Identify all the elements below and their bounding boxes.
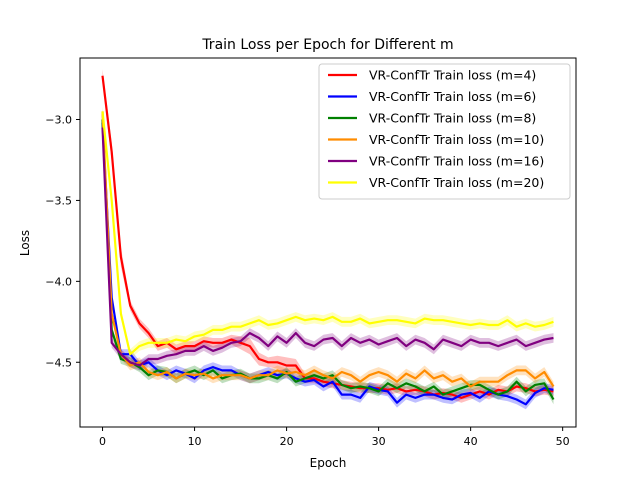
x-tick-label: 50 — [556, 435, 570, 448]
y-tick-label: −4.0 — [45, 275, 72, 288]
x-axis-label: Epoch — [310, 456, 347, 470]
x-tick-label: 30 — [372, 435, 386, 448]
series-line-2 — [101, 122, 554, 406]
y-axis-ticks: −3.0 −3.5 −4.0 −4.5 — [45, 114, 80, 369]
legend-label-5: VR-ConfTr Train loss (m=16) — [369, 154, 544, 169]
legend-label-1: VR-ConfTr Train loss (m=4) — [369, 68, 536, 83]
y-axis-label: Loss — [18, 230, 32, 256]
x-tick-label: 0 — [99, 435, 106, 448]
chart-title: Train Loss per Epoch for Different m — [201, 37, 453, 53]
legend-label-3: VR-ConfTr Train loss (m=8) — [369, 111, 536, 126]
legend-label-2: VR-ConfTr Train loss (m=6) — [369, 89, 536, 104]
y-tick-label: −3.0 — [45, 114, 72, 127]
y-tick-label: −3.5 — [45, 194, 72, 207]
y-tick-label: −4.5 — [45, 356, 72, 369]
series-line-5 — [101, 127, 554, 367]
series-line-6 — [101, 111, 554, 356]
x-tick-label: 40 — [464, 435, 478, 448]
legend-label-4: VR-ConfTr Train loss (m=10) — [369, 132, 544, 147]
plot-area-frame — [79, 57, 577, 428]
legend: VR-ConfTr Train loss (m=4) VR-ConfTr Trai… — [318, 63, 571, 200]
x-tick-label: 20 — [280, 435, 294, 448]
series-line-1 — [101, 75, 554, 399]
series-band-5 — [102, 122, 554, 371]
series-lines — [101, 75, 555, 406]
legend-label-6: VR-ConfTr Train loss (m=20) — [369, 175, 544, 190]
series-line-4 — [101, 111, 555, 388]
legend-box — [318, 63, 571, 200]
x-tick-label: 10 — [188, 435, 202, 448]
x-axis-ticks: 0 10 20 30 40 50 — [99, 427, 570, 448]
